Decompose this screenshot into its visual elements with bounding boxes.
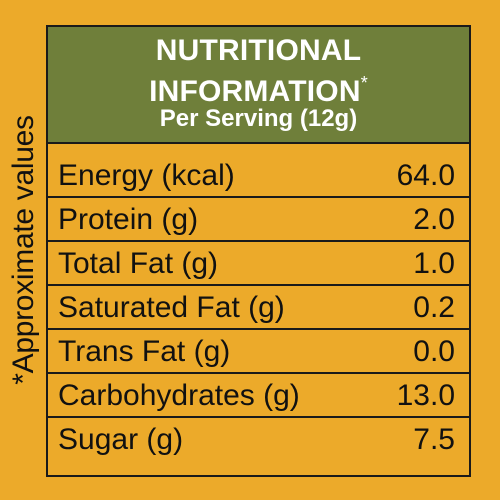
- nutrient-row-energy: Energy (kcal) 64.0: [48, 154, 469, 198]
- approximate-values-note: *Approximate values: [7, 115, 40, 385]
- nutrient-value: 2.0: [413, 203, 455, 236]
- nutrient-label: Energy (kcal): [58, 159, 235, 192]
- nutrient-value: 0.0: [413, 335, 455, 368]
- nutrient-row-trans-fat: Trans Fat (g) 0.0: [48, 330, 469, 374]
- asterisk-mark: *: [360, 73, 368, 93]
- nutrient-value: 0.2: [413, 291, 455, 324]
- nutrient-label: Carbohydrates (g): [58, 379, 300, 412]
- nutrition-header: NUTRITIONAL INFORMATION* Per Serving (12…: [48, 27, 469, 144]
- nutrient-label: Total Fat (g): [58, 247, 219, 280]
- nutrient-value: 1.0: [413, 247, 455, 280]
- nutrient-row-total-fat: Total Fat (g) 1.0: [48, 242, 469, 286]
- nutrition-panel: NUTRITIONAL INFORMATION* Per Serving (12…: [46, 25, 471, 477]
- nutrient-label: Saturated Fat (g): [58, 291, 285, 324]
- nutrient-value: 13.0: [396, 379, 455, 412]
- nutrient-row-saturated-fat: Saturated Fat (g) 0.2: [48, 286, 469, 330]
- nutrient-row-protein: Protein (g) 2.0: [48, 198, 469, 242]
- title-line-2: INFORMATION*: [48, 67, 469, 108]
- nutrient-label: Trans Fat (g): [58, 335, 231, 368]
- serving-size: Per Serving (12g): [159, 105, 358, 132]
- title-line-2-text: INFORMATION: [149, 75, 361, 108]
- nutrient-table: Energy (kcal) 64.0 Protein (g) 2.0 Total…: [48, 154, 469, 462]
- title-line-1: NUTRITIONAL: [155, 34, 362, 67]
- nutrient-label: Sugar (g): [58, 423, 184, 456]
- nutrient-row-sugar: Sugar (g) 7.5: [48, 418, 469, 462]
- nutrient-label: Protein (g): [58, 203, 199, 236]
- nutrient-row-carbohydrates: Carbohydrates (g) 13.0: [48, 374, 469, 418]
- nutrient-value: 64.0: [396, 159, 455, 192]
- nutrient-value: 7.5: [413, 423, 455, 456]
